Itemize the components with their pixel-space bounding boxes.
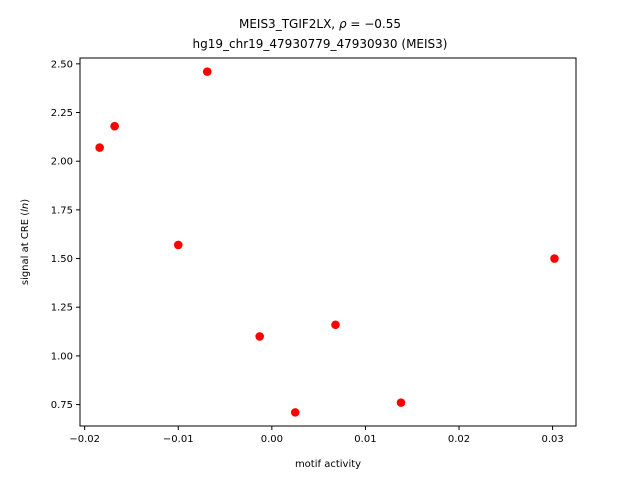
data-points <box>95 67 559 417</box>
plot-frame <box>79 57 577 427</box>
y-tick-label: 2.25 <box>51 108 73 119</box>
data-point <box>202 67 212 76</box>
chart-title-line1: MEIS3_TGIF2LX, ρ = −0.55 <box>239 17 401 31</box>
x-tick-label: 0.02 <box>448 434 470 445</box>
x-tick-label: 0.00 <box>261 434 283 445</box>
x-tick-label: 0.01 <box>354 434 376 445</box>
x-axis: −0.02 −0.01 0.00 0.01 0.02 0.03 <box>69 426 564 445</box>
y-tick-label: 1.00 <box>51 351 73 362</box>
data-point <box>110 121 119 131</box>
y-tick-label: 1.50 <box>51 254 73 265</box>
data-point <box>290 408 300 417</box>
x-tick-label: −0.01 <box>163 434 194 445</box>
y-axis-label: signal at CRE (ln) <box>20 199 31 285</box>
chart-title-line2: hg19_chr19_47930779_47930930 (MEIS3) <box>193 37 448 51</box>
y-tick-label: 1.75 <box>51 205 73 216</box>
data-point <box>331 320 340 330</box>
y-tick-label: 1.25 <box>51 303 73 314</box>
y-tick-label: 0.75 <box>51 400 73 411</box>
data-point <box>255 332 264 341</box>
y-tick-label: 2.00 <box>51 157 73 168</box>
data-point <box>173 240 183 250</box>
data-point <box>550 254 559 263</box>
y-tick-label: 2.50 <box>51 59 73 70</box>
data-point <box>396 398 406 407</box>
x-tick-label: 0.03 <box>541 434 563 445</box>
data-point <box>95 143 104 152</box>
y-axis: 0.75 1.00 1.25 1.50 1.75 2.00 2.25 2.50 <box>51 59 80 411</box>
x-axis-label: motif activity <box>295 459 361 470</box>
x-tick-label: −0.02 <box>69 434 100 445</box>
